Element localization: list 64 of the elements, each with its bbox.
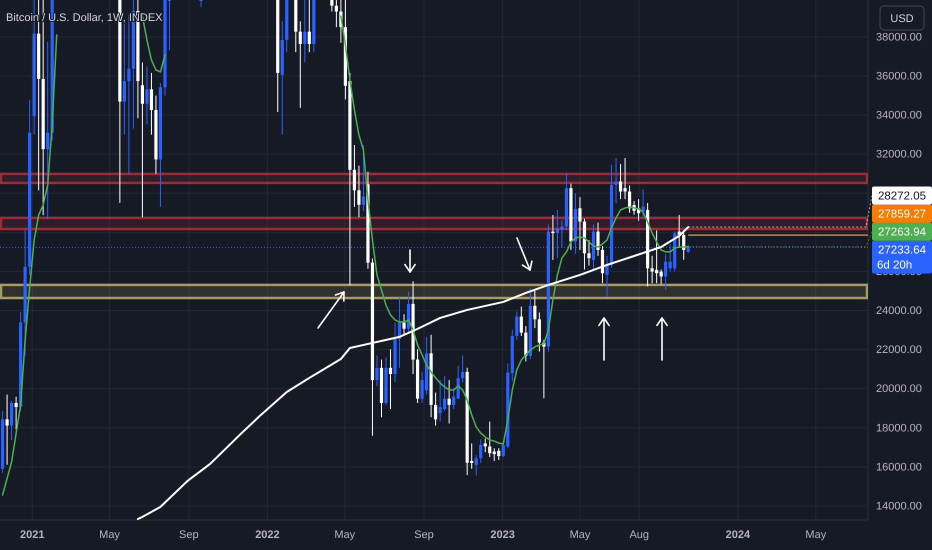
y-tick-label: 18000.00 <box>876 422 922 434</box>
y-tick-label: 34000.00 <box>876 110 922 122</box>
candlestick <box>308 0 311 53</box>
candlestick <box>682 232 686 260</box>
y-tick-label: 20000.00 <box>876 383 922 396</box>
candlestick <box>479 438 482 464</box>
x-tick-label: 2021 <box>20 528 44 541</box>
x-tick-label: Sep <box>414 528 434 541</box>
candlestick <box>461 354 464 383</box>
y-tick-label: 38000.00 <box>876 31 922 44</box>
x-tick-label: 2022 <box>255 528 280 541</box>
candlestick <box>388 348 392 410</box>
data-label: 28272.05 <box>878 190 926 203</box>
candlestick <box>520 306 523 336</box>
candlestick <box>140 62 144 218</box>
ref-line-label: 27859.27 <box>878 208 926 221</box>
candlestick <box>199 0 203 8</box>
candlestick <box>150 72 154 136</box>
candlestick <box>515 310 518 340</box>
x-tick-label: May <box>99 528 120 541</box>
candlestick <box>524 326 528 362</box>
candlestick <box>538 312 541 352</box>
x-tick-label: 2024 <box>726 528 751 541</box>
y-tick-label: 32000.00 <box>876 148 922 161</box>
candlestick <box>484 438 487 453</box>
y-tick-label: 24000.00 <box>876 305 922 318</box>
candlestick <box>448 380 451 424</box>
x-tick-label: Sep <box>179 528 199 541</box>
candlestick <box>551 214 554 260</box>
candlestick <box>618 163 622 200</box>
candlestick <box>375 354 379 387</box>
candlestick <box>10 400 14 441</box>
candlestick <box>362 144 366 212</box>
x-tick-label: May <box>334 528 356 541</box>
candlestick <box>434 392 438 426</box>
y-tick-label: 36000.00 <box>876 70 922 83</box>
y-tick-label: 22000.00 <box>876 344 922 356</box>
candlestick <box>298 20 302 108</box>
candlestick <box>145 66 149 125</box>
candlestick <box>438 380 442 422</box>
y-tick-label: 16000.00 <box>876 461 922 474</box>
candlestick <box>5 394 9 466</box>
candlestick <box>357 165 361 218</box>
x-tick-label: 2023 <box>490 528 515 541</box>
x-tick-label: May <box>570 528 591 541</box>
data-label: 27263.94 <box>878 226 927 239</box>
text: USD <box>890 13 914 25</box>
y-tick-label: 14000.00 <box>876 500 922 512</box>
text: 6d 20h <box>877 260 912 272</box>
x-tick-label: Aug <box>629 528 650 541</box>
candlestick <box>352 144 356 208</box>
candlestick <box>330 0 334 12</box>
candlestick <box>533 290 536 329</box>
candlestick <box>623 158 627 200</box>
candlestick <box>578 196 582 250</box>
candlestick <box>303 0 306 64</box>
candlestick <box>334 0 338 28</box>
x-tick-label: May <box>805 528 827 541</box>
candlestick <box>474 454 478 476</box>
candlestick <box>614 158 618 204</box>
candlestick <box>46 41 50 220</box>
candlestick <box>122 20 126 136</box>
ref-line-label: 27233.64 <box>878 244 927 257</box>
candlestick <box>14 396 18 430</box>
